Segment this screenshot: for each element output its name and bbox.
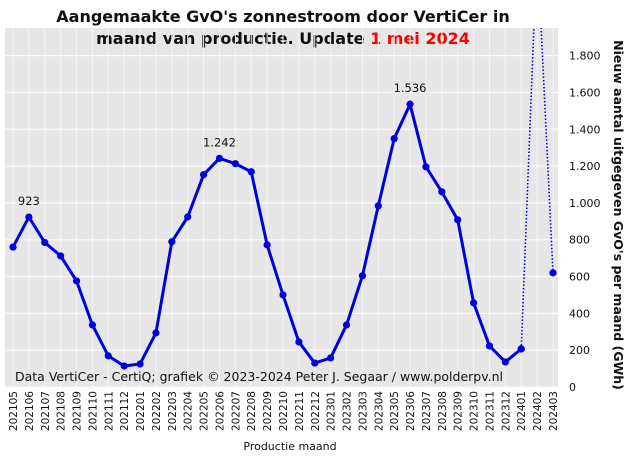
data-point [295, 338, 303, 346]
y-tick-label: 1.000 [569, 197, 601, 210]
x-tick-label: 202307 [421, 391, 433, 431]
data-point [374, 202, 382, 210]
y-tick-label: 1.200 [569, 160, 601, 173]
x-tick-label: 202402 [532, 391, 544, 431]
x-tick-label: 202209 [262, 391, 274, 431]
x-tick-label: 202111 [103, 391, 115, 431]
data-point [104, 352, 112, 360]
x-tick-label: 202301 [326, 391, 338, 431]
x-tick-label: 202207 [230, 391, 242, 431]
x-tick-label: 202109 [72, 391, 84, 431]
data-label: 1.536 [394, 81, 427, 95]
data-point [168, 238, 176, 246]
x-tick-label: 202107 [40, 391, 52, 431]
data-point [517, 345, 525, 353]
y-tick-label: 200 [569, 344, 590, 357]
x-tick-label: 202312 [500, 391, 512, 431]
x-tick-label: 202212 [310, 391, 322, 431]
data-point [342, 321, 351, 329]
data-point [358, 272, 367, 280]
chart-title: Aangemaakte GvO's zonnestroom door Verti… [56, 7, 509, 26]
data-point [311, 359, 319, 367]
data-label: 1.242 [203, 135, 236, 149]
y-axis-title: Nieuw aantal uitgegeven GvO's per maand … [611, 40, 626, 390]
x-tick-label: 202210 [278, 391, 290, 431]
data-point [390, 135, 398, 143]
y-tick-label: 400 [569, 307, 590, 320]
x-axis-title: Productie maand [243, 440, 336, 453]
data-point [9, 243, 17, 251]
data-point [327, 354, 335, 362]
x-tick-label: 202204 [183, 391, 195, 431]
data-point [136, 360, 144, 368]
data-point [469, 299, 478, 307]
data-point [406, 100, 414, 108]
x-tick-label: 202401 [516, 391, 528, 431]
data-point [72, 277, 81, 285]
y-tick-label: 1.400 [569, 123, 601, 136]
x-tick-label: 202202 [151, 391, 163, 431]
data-point [485, 342, 494, 350]
x-tick-label: 202205 [199, 391, 211, 431]
data-point [152, 329, 160, 337]
y-tick-label: 1.600 [569, 86, 601, 99]
x-tick-label: 202308 [437, 391, 449, 431]
x-tick-label: 202211 [294, 391, 306, 431]
x-tick-label: 202305 [389, 391, 401, 431]
data-point [41, 238, 49, 247]
plot-area [5, 28, 558, 387]
x-tick-label: 202304 [373, 391, 385, 431]
y-tick-label: 0 [569, 381, 576, 394]
x-tick-label: 202203 [167, 391, 179, 431]
title-line: maand van productie. Update [96, 29, 370, 48]
data-point [279, 291, 287, 299]
x-tick-label: 202105 [8, 391, 20, 431]
x-tick-label: 202206 [214, 391, 226, 431]
x-tick-label: 202112 [119, 391, 131, 431]
data-point [422, 163, 430, 171]
data-label: 923 [18, 194, 40, 208]
data-point [549, 269, 557, 277]
data-point [184, 213, 192, 221]
x-tick-label: 202201 [135, 391, 147, 431]
data-point [215, 154, 224, 162]
x-tick-label: 202106 [24, 391, 36, 431]
y-tick-label: 1.800 [569, 50, 601, 63]
data-point [438, 188, 446, 196]
x-tick-label: 202208 [246, 391, 258, 431]
x-tick-label: 202110 [87, 391, 99, 431]
data-point [247, 168, 255, 176]
data-point [88, 321, 97, 329]
x-tick-label: 202310 [469, 391, 481, 431]
x-tick-label: 202302 [342, 391, 354, 431]
x-tick-label: 202306 [405, 391, 417, 431]
title-date: 1 mei 2024 [370, 29, 470, 48]
chart-title: maand van productie. Update 1 mei 2024 [96, 29, 470, 48]
credit: Data VertiCer - CertiQ; grafiek © 2023-2… [15, 369, 503, 384]
data-point [231, 160, 239, 168]
data-point [199, 171, 208, 179]
data-point [57, 252, 65, 260]
x-tick-label: 202303 [357, 391, 369, 431]
x-tick-label: 202108 [56, 391, 68, 431]
data-point [120, 362, 128, 370]
y-tick-label: 600 [569, 271, 590, 284]
data-point [454, 216, 462, 224]
data-point [263, 241, 271, 249]
x-tick-label: 202309 [453, 391, 465, 431]
x-tick-label: 202403 [548, 391, 560, 431]
x-tick-label: 202311 [484, 391, 496, 431]
data-point [501, 358, 509, 366]
y-tick-label: 800 [569, 234, 590, 247]
data-point [25, 213, 33, 221]
